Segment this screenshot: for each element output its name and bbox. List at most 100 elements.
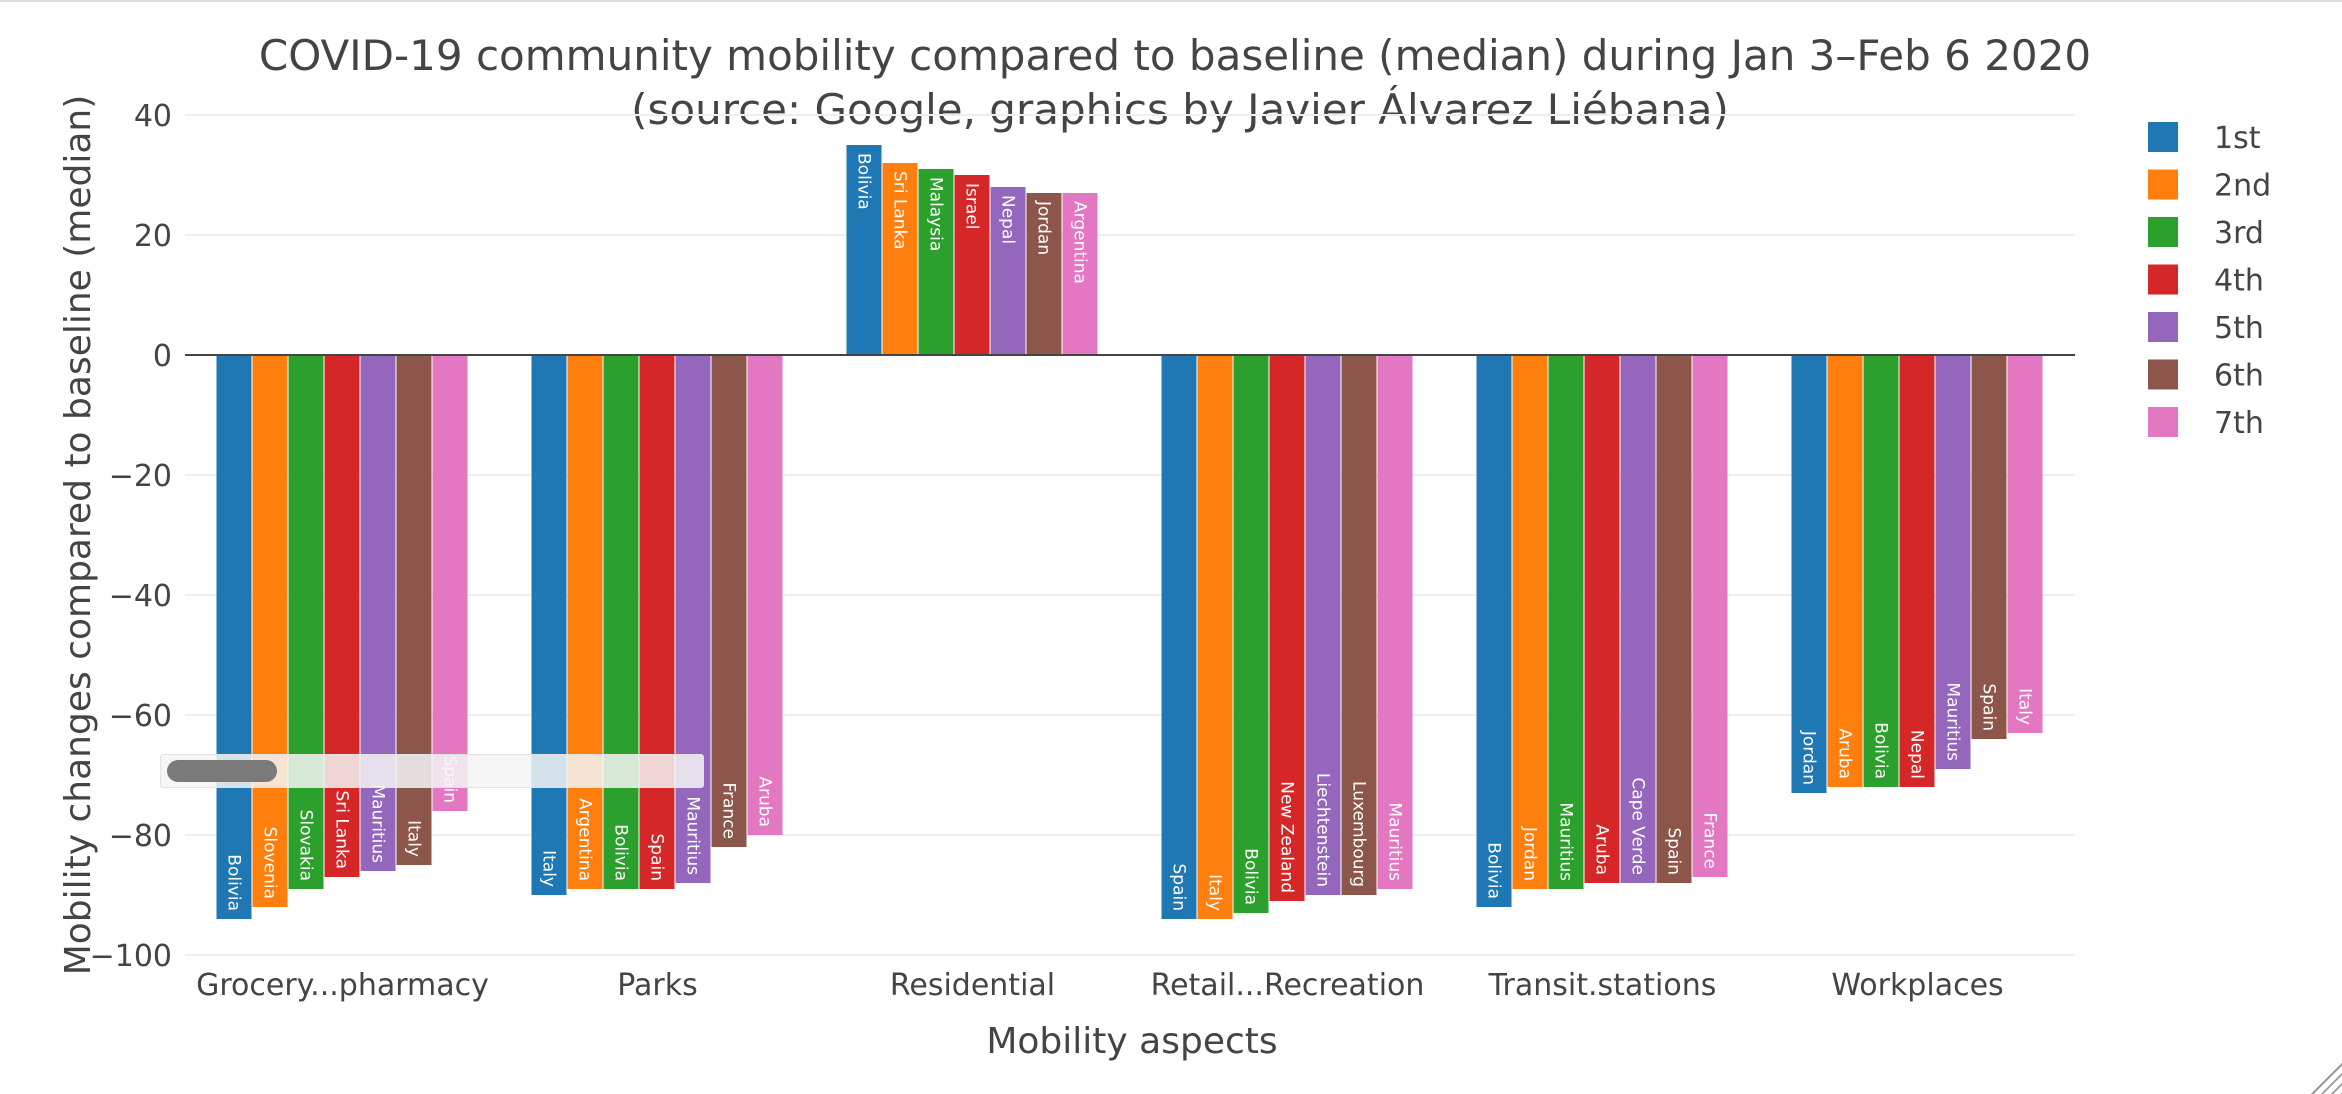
- y-tick-label: −100: [90, 939, 172, 974]
- y-tick-label: −80: [109, 819, 172, 854]
- bar[interactable]: [1971, 355, 2007, 739]
- y-tick-label: −60: [109, 699, 172, 734]
- bar-label: Bolivia: [1241, 848, 1261, 905]
- legend[interactable]: 1st 2nd 3rd 4th 5th 6th 7th: [2148, 121, 2271, 441]
- legend-label[interactable]: 2nd: [2214, 169, 2271, 204]
- bar-label: Jordan: [1520, 826, 1540, 881]
- legend-label[interactable]: 1st: [2214, 121, 2261, 156]
- y-tick-label: 20: [134, 219, 172, 254]
- bar-label: Nepal: [998, 195, 1018, 244]
- y-tick-label: 0: [153, 339, 172, 374]
- legend-swatch[interactable]: [2148, 217, 2178, 247]
- bar[interactable]: [1161, 355, 1197, 919]
- bar[interactable]: [675, 355, 711, 883]
- bar[interactable]: [252, 355, 288, 907]
- y-tick-label: −20: [109, 459, 172, 494]
- bar-label: Luxembourg: [1349, 781, 1369, 887]
- legend-swatch[interactable]: [2148, 169, 2178, 200]
- bar-label: Jordan: [1799, 730, 1819, 785]
- bar[interactable]: [1827, 355, 1863, 787]
- bar[interactable]: [1233, 355, 1269, 913]
- legend-swatch[interactable]: [2148, 312, 2178, 342]
- bar[interactable]: [882, 163, 918, 355]
- bar-label: Italy: [539, 850, 559, 887]
- bar[interactable]: [324, 355, 360, 877]
- legend-swatch[interactable]: [2148, 407, 2178, 437]
- bar[interactable]: [603, 355, 639, 889]
- bar-label: Mauritius: [1385, 802, 1405, 881]
- bar-label: Italy: [2015, 688, 2035, 725]
- bar-label: Slovakia: [296, 810, 316, 881]
- bar[interactable]: [954, 175, 990, 355]
- horizontal-scrollbar[interactable]: [160, 754, 704, 788]
- x-axis-ticks: Grocery...pharmacy Parks Residential Retail…: [196, 968, 2004, 1003]
- legend-label[interactable]: 5th: [2214, 311, 2264, 346]
- legend-label[interactable]: 4th: [2214, 264, 2264, 299]
- bar[interactable]: [1584, 355, 1620, 883]
- bar-label: Israel: [962, 183, 982, 229]
- bar-label: Spain: [1979, 684, 1999, 732]
- bar[interactable]: [918, 169, 954, 355]
- bar-label: Sri Lanka: [332, 790, 352, 869]
- bar[interactable]: [567, 355, 603, 889]
- y-axis-ticks: 40 20 0 −20 −40 −60 −80 −100: [90, 99, 172, 974]
- bar[interactable]: [2007, 355, 2043, 733]
- bar-label: Aruba: [755, 776, 775, 827]
- bar-label: Italy: [1205, 874, 1225, 911]
- bar-label: Bolivia: [1484, 842, 1504, 899]
- bar-label: Spain: [1664, 828, 1684, 876]
- bar[interactable]: [1476, 355, 1512, 907]
- legend-label[interactable]: 7th: [2214, 406, 2264, 441]
- bar-label: Bolivia: [224, 854, 244, 911]
- bar[interactable]: [1377, 355, 1413, 889]
- bar-label: Bolivia: [1871, 722, 1891, 779]
- bar[interactable]: [747, 355, 783, 835]
- bar[interactable]: [639, 355, 675, 889]
- bar-label: Jordan: [1034, 200, 1054, 255]
- y-tick-label: −40: [109, 579, 172, 614]
- legend-swatch[interactable]: [2148, 264, 2178, 295]
- bar[interactable]: [1692, 355, 1728, 877]
- bar[interactable]: [846, 145, 882, 355]
- bar[interactable]: [531, 355, 567, 895]
- bar[interactable]: [432, 355, 468, 811]
- bars: Bolivia Slovenia Slovakia Sri Lanka Mauritiu…: [216, 145, 2043, 919]
- legend-label[interactable]: 6th: [2214, 359, 2264, 394]
- bar[interactable]: [1548, 355, 1584, 889]
- bar[interactable]: [711, 355, 747, 847]
- bar-label: Mauritius: [1556, 802, 1576, 881]
- bar[interactable]: [990, 187, 1026, 355]
- bar[interactable]: [1899, 355, 1935, 787]
- bar[interactable]: [1305, 355, 1341, 895]
- bar-label: Liechtenstein: [1313, 773, 1333, 887]
- bar[interactable]: [1620, 355, 1656, 883]
- legend-swatch[interactable]: [2148, 359, 2178, 390]
- bar[interactable]: [1269, 355, 1305, 901]
- bar[interactable]: [1512, 355, 1548, 889]
- chart-title-line1: COVID-19 community mobility compared to …: [259, 31, 2091, 80]
- bar[interactable]: [288, 355, 324, 889]
- bar-label: Italy: [404, 820, 424, 857]
- bar[interactable]: [1863, 355, 1899, 787]
- bar[interactable]: [396, 355, 432, 865]
- legend-swatch[interactable]: [2148, 122, 2178, 152]
- scrollbar-thumb[interactable]: [167, 760, 277, 782]
- bar[interactable]: [1791, 355, 1827, 793]
- bar-label: Sri Lanka: [890, 171, 910, 250]
- bar[interactable]: [1656, 355, 1692, 883]
- bar[interactable]: [1062, 193, 1098, 355]
- bar-label: France: [719, 782, 739, 839]
- legend-label[interactable]: 3rd: [2214, 216, 2264, 251]
- bar-label: Mauritius: [683, 796, 703, 875]
- bar-label: Spain: [647, 834, 667, 882]
- bar[interactable]: [1341, 355, 1377, 895]
- chart-title-line2: (source: Google, graphics by Javier Álva…: [631, 84, 1729, 134]
- x-tick-label: Residential: [890, 968, 1055, 1003]
- bar[interactable]: [216, 355, 252, 919]
- bar[interactable]: [1026, 193, 1062, 355]
- bar-label: Bolivia: [854, 153, 874, 210]
- bar[interactable]: [1197, 355, 1233, 919]
- bar[interactable]: [1935, 355, 1971, 769]
- bar-label: New Zealand: [1277, 781, 1297, 893]
